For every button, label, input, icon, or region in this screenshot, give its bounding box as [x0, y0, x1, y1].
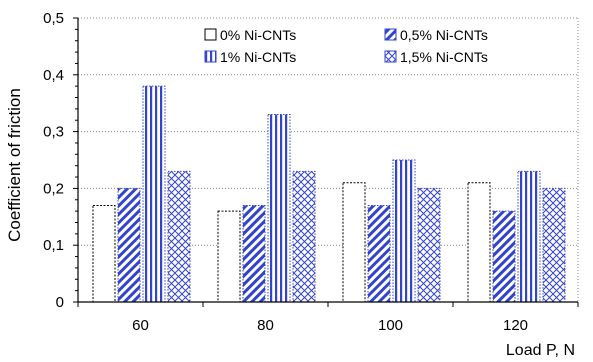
bar: [267, 114, 291, 303]
x-tick-label: 80: [257, 317, 274, 334]
legend-swatch: [204, 28, 217, 41]
legend-item: 0,5% Ni-CNTs: [384, 27, 488, 43]
bars: [92, 85, 566, 303]
bar: [217, 210, 241, 303]
bar: [392, 159, 416, 303]
y-tick-label: 0,5: [43, 10, 64, 27]
x-tick-labels: 60 80 100 120: [132, 317, 528, 334]
legend-swatch: [384, 28, 397, 41]
legend-swatch: [384, 50, 397, 63]
x-tick-label: 100: [378, 317, 403, 334]
bar: [342, 182, 366, 303]
bar: [142, 85, 166, 303]
x-axis-label: Load P, N: [506, 342, 575, 359]
bar: [367, 204, 391, 303]
y-tick-label: 0,1: [43, 237, 64, 254]
y-axis-label: Coefficient of friction: [5, 88, 24, 242]
legend-label: 1,5% Ni-CNTs: [400, 49, 488, 65]
bar: [92, 204, 116, 303]
legend-label: 0,5% Ni-CNTs: [400, 27, 488, 43]
bar: [417, 187, 441, 303]
bar: [117, 187, 141, 303]
bar: [242, 204, 266, 303]
gridlines: [78, 17, 579, 302]
legend-item: 1,5% Ni-CNTs: [384, 49, 488, 65]
bar: [542, 187, 566, 303]
bar: [467, 182, 491, 303]
axes: [73, 17, 579, 307]
legend-item: 0% Ni-CNTs: [204, 27, 296, 43]
legend-item: 1% Ni-CNTs: [204, 49, 296, 65]
bar: [492, 210, 516, 303]
legend-swatch: [204, 50, 217, 63]
legend-label: 1% Ni-CNTs: [220, 49, 296, 65]
x-tick-label: 120: [503, 317, 528, 334]
y-tick-labels: 0 0,1 0,2 0,3 0,4 0,5: [43, 10, 64, 311]
x-tick-label: 60: [132, 317, 149, 334]
bar: [292, 170, 316, 303]
y-tick-label: 0: [56, 294, 64, 311]
y-tick-label: 0,2: [43, 180, 64, 197]
bar: [167, 170, 191, 303]
y-tick-label: 0,4: [43, 67, 64, 84]
bar: [517, 170, 541, 303]
legend-label: 0% Ni-CNTs: [220, 27, 296, 43]
y-tick-label: 0,3: [43, 124, 64, 141]
legend: 0% Ni-CNTs 0,5% Ni-CNTs 1% Ni-CNTs 1,5% Ni-…: [204, 27, 488, 65]
